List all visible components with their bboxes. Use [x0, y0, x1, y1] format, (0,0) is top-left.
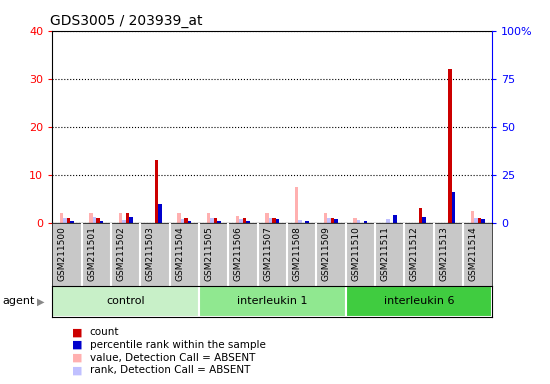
- Text: GSM211512: GSM211512: [410, 226, 419, 281]
- Bar: [477, 218, 481, 223]
- Bar: [276, 219, 279, 223]
- Bar: [357, 220, 360, 223]
- Bar: [345, 286, 492, 317]
- Bar: [422, 217, 426, 223]
- Bar: [188, 221, 191, 223]
- Bar: [295, 187, 298, 223]
- Text: GSM211501: GSM211501: [87, 226, 96, 281]
- Bar: [217, 221, 221, 223]
- Bar: [158, 204, 162, 223]
- Bar: [96, 218, 100, 223]
- Bar: [269, 218, 272, 223]
- Bar: [63, 218, 67, 223]
- Bar: [93, 217, 96, 223]
- Text: count: count: [90, 327, 119, 337]
- Text: ■: ■: [72, 353, 82, 362]
- Bar: [210, 218, 213, 223]
- Bar: [67, 218, 70, 223]
- Text: GSM211507: GSM211507: [263, 226, 272, 281]
- Text: ■: ■: [72, 365, 82, 375]
- Bar: [70, 221, 74, 223]
- Bar: [452, 192, 455, 223]
- Bar: [246, 221, 250, 223]
- Bar: [298, 220, 301, 223]
- Text: GSM211500: GSM211500: [58, 226, 67, 281]
- Bar: [331, 218, 334, 223]
- Text: GSM211511: GSM211511: [381, 226, 389, 281]
- Text: ■: ■: [72, 340, 82, 350]
- Bar: [324, 213, 327, 223]
- Bar: [184, 218, 188, 223]
- Bar: [119, 213, 122, 223]
- Bar: [386, 219, 389, 223]
- Text: agent: agent: [3, 296, 35, 306]
- Text: GSM211509: GSM211509: [322, 226, 331, 281]
- Bar: [474, 218, 477, 223]
- Bar: [393, 215, 397, 223]
- Text: interleukin 6: interleukin 6: [384, 296, 454, 306]
- Bar: [60, 213, 63, 223]
- Text: rank, Detection Call = ABSENT: rank, Detection Call = ABSENT: [90, 365, 250, 375]
- Bar: [177, 213, 181, 223]
- Bar: [129, 217, 133, 223]
- Text: GSM211513: GSM211513: [439, 226, 448, 281]
- Bar: [272, 218, 276, 223]
- Bar: [265, 213, 269, 223]
- Bar: [481, 219, 485, 223]
- Text: GSM211505: GSM211505: [205, 226, 213, 281]
- Text: ■: ■: [72, 327, 82, 337]
- Bar: [52, 286, 199, 317]
- Bar: [419, 208, 422, 223]
- Bar: [155, 161, 158, 223]
- Bar: [89, 213, 93, 223]
- Bar: [199, 286, 345, 317]
- Bar: [327, 218, 331, 223]
- Text: GSM211506: GSM211506: [234, 226, 243, 281]
- Text: value, Detection Call = ABSENT: value, Detection Call = ABSENT: [90, 353, 255, 362]
- Text: GSM211502: GSM211502: [117, 226, 125, 281]
- Text: interleukin 1: interleukin 1: [237, 296, 307, 306]
- Bar: [471, 211, 474, 223]
- Bar: [239, 219, 243, 223]
- Text: GSM211514: GSM211514: [469, 226, 477, 281]
- Text: GSM211510: GSM211510: [351, 226, 360, 281]
- Bar: [364, 221, 367, 223]
- Bar: [122, 220, 125, 223]
- Bar: [334, 219, 338, 223]
- Text: GSM211503: GSM211503: [146, 226, 155, 281]
- Text: GDS3005 / 203939_at: GDS3005 / 203939_at: [50, 14, 202, 28]
- Bar: [353, 218, 357, 223]
- Bar: [448, 69, 452, 223]
- Bar: [181, 219, 184, 223]
- Text: percentile rank within the sample: percentile rank within the sample: [90, 340, 266, 350]
- Text: control: control: [106, 296, 145, 306]
- Bar: [207, 213, 210, 223]
- Text: GSM211508: GSM211508: [293, 226, 301, 281]
- Bar: [236, 215, 239, 223]
- Text: GSM211504: GSM211504: [175, 226, 184, 281]
- Bar: [305, 221, 309, 223]
- Bar: [213, 218, 217, 223]
- Bar: [100, 221, 103, 223]
- Bar: [243, 218, 246, 223]
- Bar: [125, 213, 129, 223]
- Text: ▶: ▶: [37, 296, 45, 306]
